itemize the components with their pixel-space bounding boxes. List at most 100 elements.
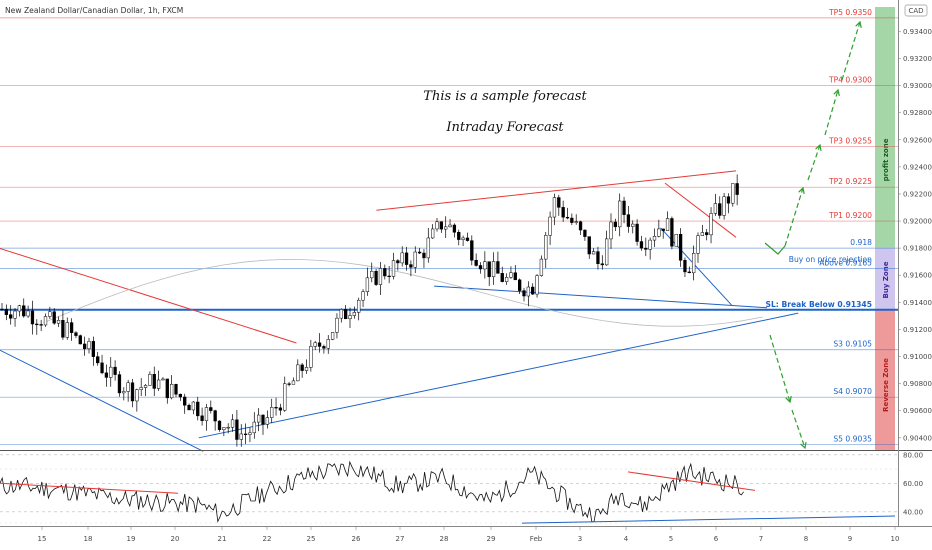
candle-body bbox=[478, 265, 483, 270]
candle-body bbox=[461, 237, 465, 240]
candle-body bbox=[417, 251, 422, 254]
candle-body bbox=[374, 270, 378, 285]
candle-body bbox=[17, 305, 22, 312]
candle-body bbox=[143, 385, 148, 388]
candle-body bbox=[674, 234, 678, 247]
buy-zone-rect bbox=[875, 247, 895, 309]
candle-body bbox=[161, 378, 165, 381]
candle-body bbox=[152, 373, 156, 389]
candle-body bbox=[300, 364, 304, 371]
time-tick-label: 26 bbox=[352, 535, 361, 543]
candle-body bbox=[687, 271, 691, 274]
candle-body bbox=[322, 346, 326, 349]
candle-body bbox=[9, 314, 13, 319]
time-tick-label: Feb bbox=[530, 535, 543, 543]
candle-body bbox=[413, 251, 417, 268]
candle-body bbox=[483, 261, 487, 270]
level-lines: TP5 0.9350 TP4 0.9300 TP3 0.9255 TP2 0.9225… bbox=[0, 8, 898, 445]
osc-tick-label: 80.00 bbox=[903, 451, 923, 459]
up-arrow-4 bbox=[841, 21, 861, 81]
candle-body bbox=[243, 433, 248, 435]
osc-tick-label: 60.00 bbox=[903, 480, 923, 488]
candle-body bbox=[718, 203, 722, 216]
candle-body bbox=[474, 260, 478, 266]
time-tick-label: 29 bbox=[487, 535, 496, 543]
price-tick-label: 0.91600 bbox=[903, 272, 932, 280]
wedge-upper-line bbox=[664, 182, 737, 238]
candle-body bbox=[383, 268, 387, 277]
level-label: TP4 0.9300 bbox=[828, 76, 872, 85]
time-tick-label: 15 bbox=[38, 535, 47, 543]
time-tick-label: 9 bbox=[848, 535, 852, 543]
candle-body bbox=[65, 322, 69, 338]
up-arrow-3-head bbox=[833, 88, 840, 96]
oscillator-line bbox=[0, 460, 744, 523]
candle-body bbox=[605, 238, 609, 266]
candle-body bbox=[535, 275, 539, 295]
time-tick-label: 25 bbox=[307, 535, 316, 543]
level-label: Buy on price rejection bbox=[789, 255, 872, 264]
candle-body bbox=[91, 341, 95, 357]
candle-body bbox=[96, 356, 100, 364]
down-arrow-2 bbox=[791, 409, 806, 449]
candle-body bbox=[448, 224, 452, 228]
price-axis[interactable]: 0.93400 0.93200 0.93000 0.92800 0.92600 0.924… bbox=[898, 28, 932, 442]
candle-body bbox=[439, 221, 444, 230]
candle-body bbox=[722, 196, 726, 216]
candle-body bbox=[291, 380, 296, 385]
candle-body bbox=[183, 396, 187, 406]
candle-body bbox=[491, 261, 496, 278]
candle-body bbox=[591, 251, 596, 255]
candle-body bbox=[731, 183, 735, 204]
candle-body bbox=[444, 226, 448, 230]
candle-body bbox=[526, 286, 531, 297]
candle-body bbox=[504, 277, 509, 282]
oscillator-pane: 80.00 60.00 40.00 bbox=[0, 451, 923, 524]
currency-badge[interactable] bbox=[904, 4, 928, 17]
candlestick-series bbox=[0, 174, 739, 447]
candle-body bbox=[213, 410, 217, 422]
candle-body bbox=[513, 272, 517, 281]
candle-body bbox=[283, 383, 287, 411]
rejection-arrow bbox=[764, 242, 786, 255]
candle-body bbox=[431, 228, 435, 239]
candle-body bbox=[317, 342, 322, 347]
price-tick-label: 0.93000 bbox=[903, 82, 932, 90]
time-axis[interactable]: 15 18 19 20 21 22 25 26 27 28 29 Feb 3 4 5 6 7 8 9 10 bbox=[38, 526, 900, 543]
candle-body bbox=[191, 401, 196, 411]
price-tick-label: 0.92000 bbox=[903, 218, 932, 226]
candle-body bbox=[596, 251, 600, 264]
candle-body bbox=[683, 260, 687, 273]
candle-body bbox=[126, 382, 130, 392]
price-tick-label: 0.91800 bbox=[903, 245, 932, 253]
level-label: S3 0.9105 bbox=[833, 340, 872, 349]
candle-body bbox=[148, 373, 152, 386]
candle-body bbox=[74, 332, 78, 336]
forecast-arrows bbox=[764, 20, 862, 450]
candle-body bbox=[252, 421, 256, 434]
price-tick-label: 0.91400 bbox=[903, 299, 932, 307]
level-label: TP5 0.9350 bbox=[828, 8, 872, 17]
candle-body bbox=[570, 217, 574, 223]
candle-body bbox=[709, 213, 713, 236]
candle-body bbox=[735, 183, 739, 195]
candle-body bbox=[509, 272, 513, 278]
candle-body bbox=[496, 261, 500, 274]
candle-body bbox=[370, 270, 374, 279]
candle-body bbox=[170, 384, 174, 399]
candle-body bbox=[696, 235, 700, 254]
candle-body bbox=[352, 312, 357, 316]
candle-body bbox=[326, 339, 330, 349]
candle-body bbox=[122, 391, 126, 394]
candle-body bbox=[631, 223, 635, 227]
candle-body bbox=[83, 343, 87, 350]
candle-body bbox=[404, 252, 409, 265]
candle-body bbox=[665, 218, 670, 231]
candle-body bbox=[648, 239, 652, 250]
candle-body bbox=[657, 228, 661, 237]
candle-body bbox=[261, 414, 265, 425]
support-trendline bbox=[0, 349, 204, 452]
candle-body bbox=[22, 305, 26, 317]
time-tick-label: 21 bbox=[218, 535, 227, 543]
